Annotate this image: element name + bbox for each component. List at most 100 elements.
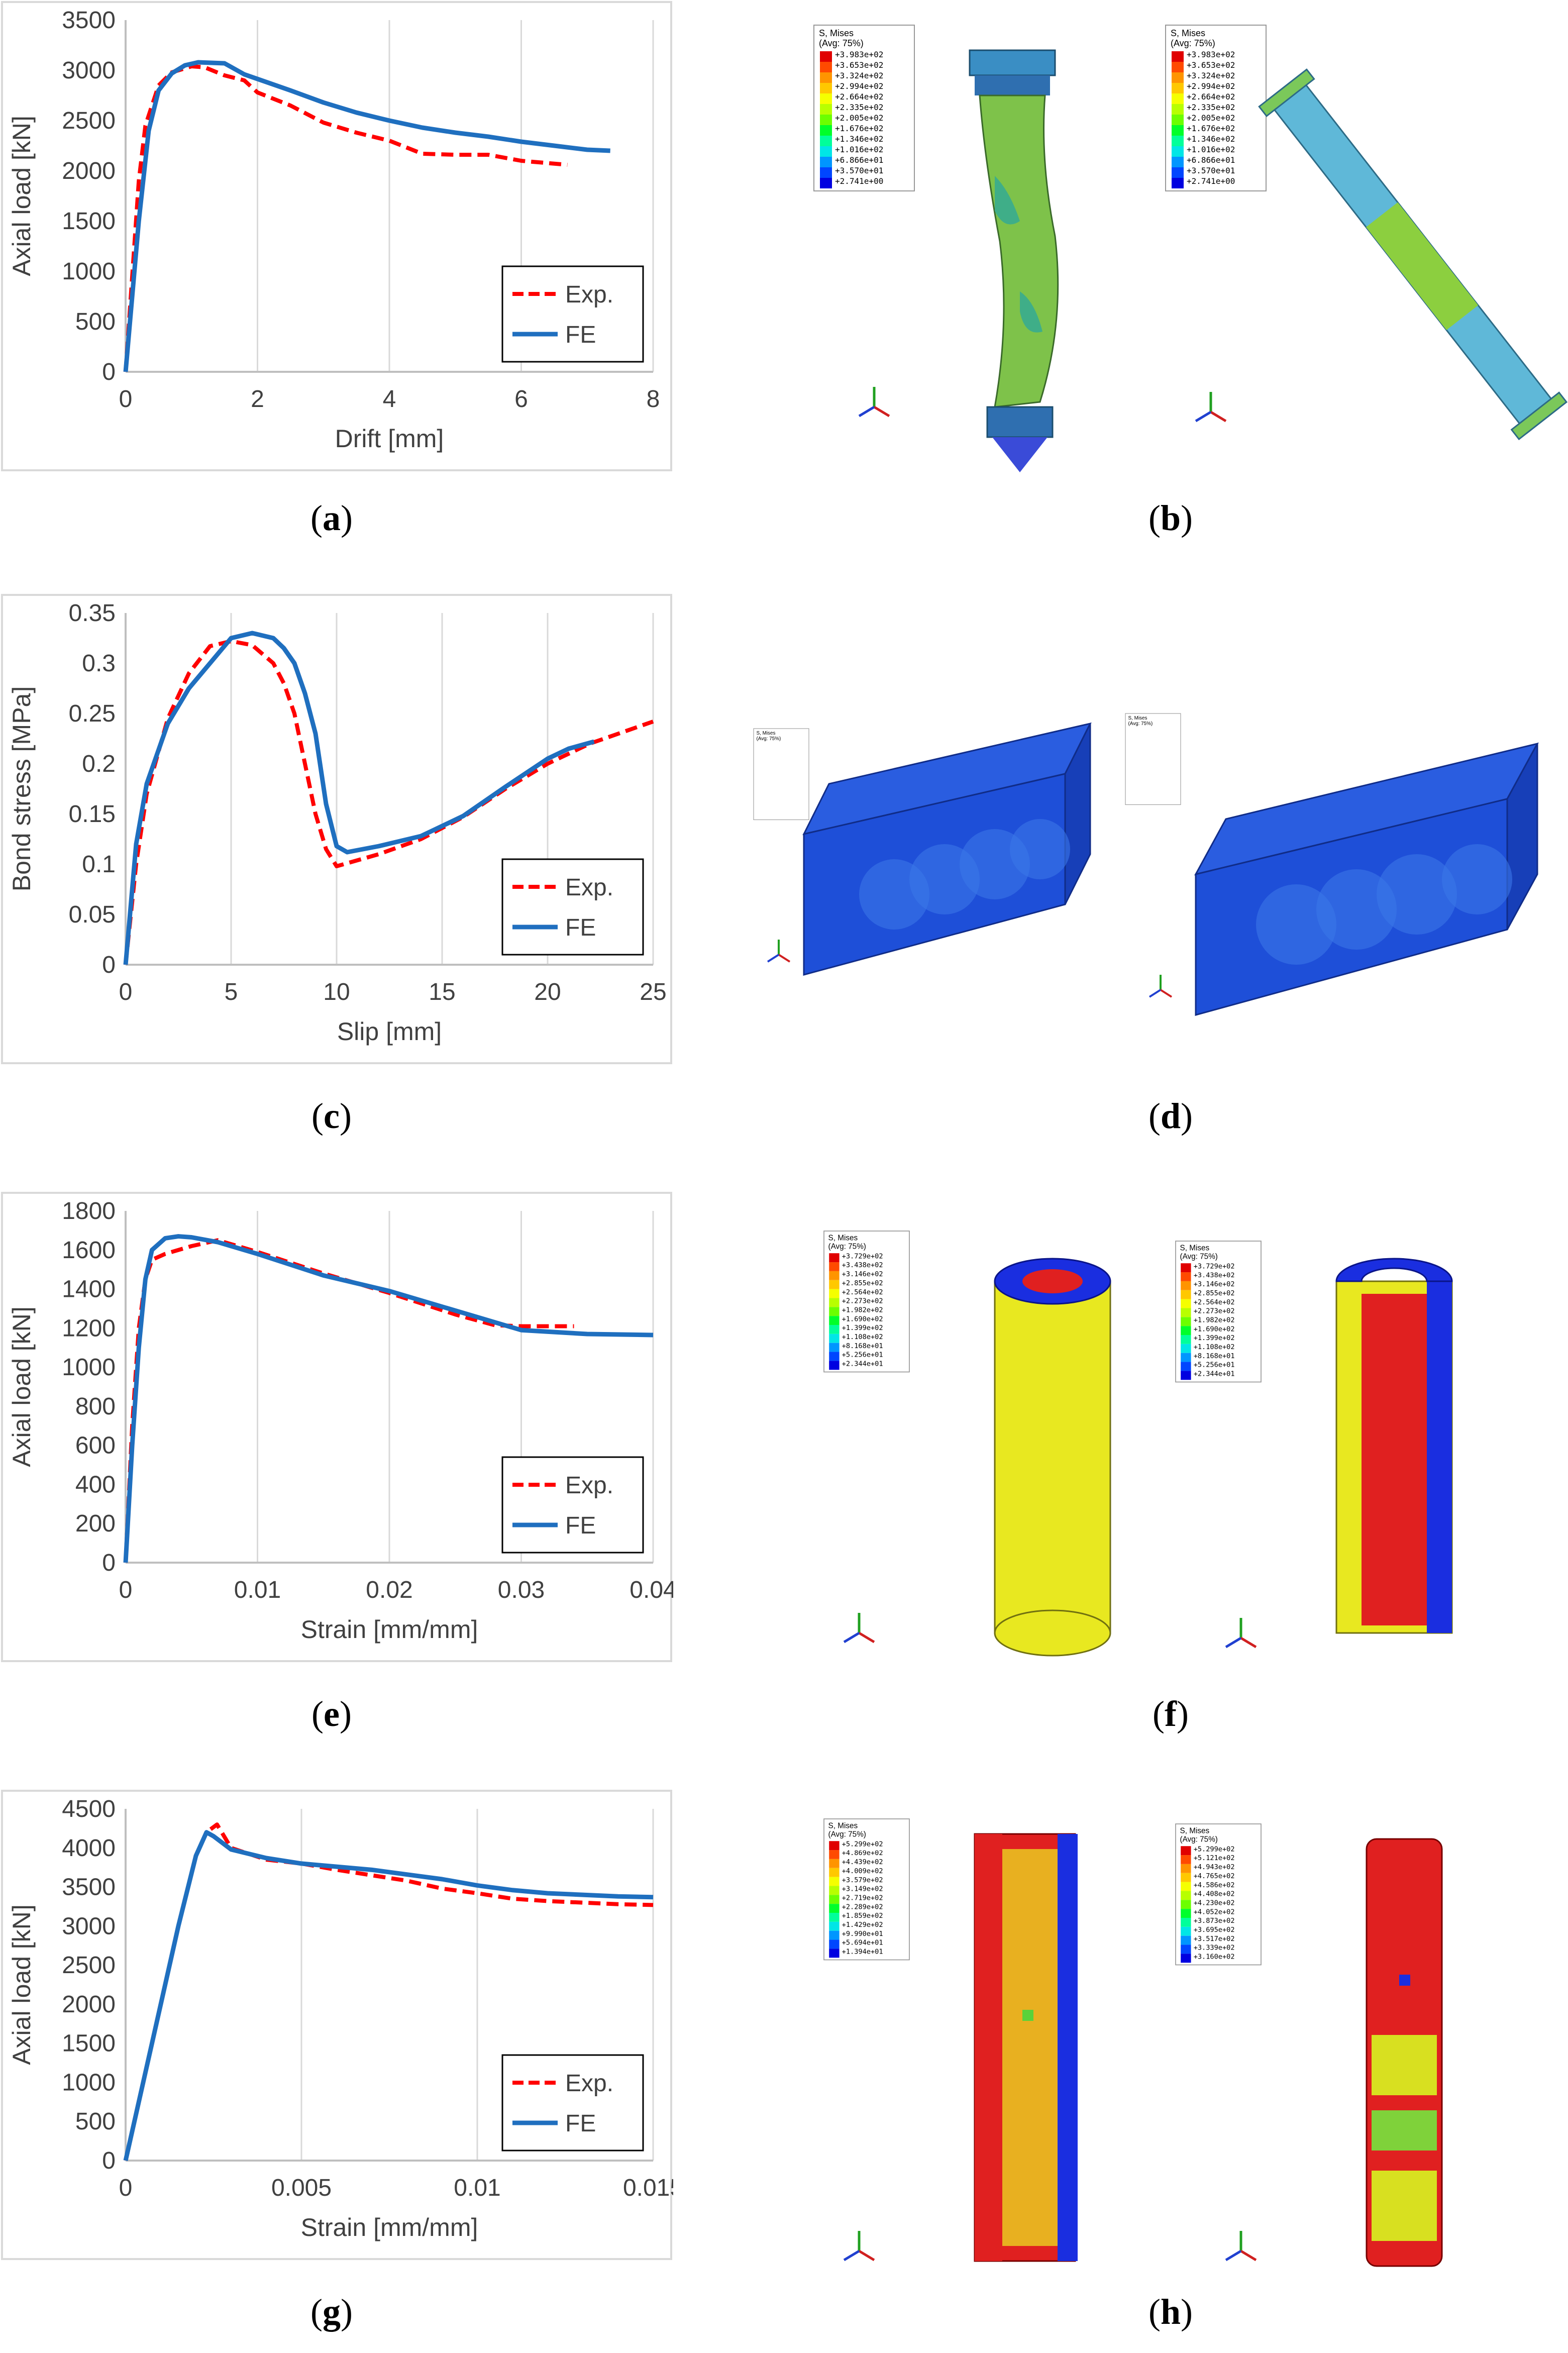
colorbar-swatch <box>820 178 832 188</box>
legend-box <box>501 1456 644 1554</box>
colorbar-title: S, Mises <box>757 731 776 736</box>
colorbar-swatch <box>829 1334 840 1343</box>
colorbar-value: +4.869e+02 <box>842 1849 883 1857</box>
x-axis-label: Drift [mm] <box>335 425 444 453</box>
x-tick-label: 15 <box>429 979 455 1005</box>
series-line-fe <box>123 631 595 965</box>
y-tick-label: 0.1 <box>82 851 116 878</box>
colorbar-subtitle: (Avg: 75%) <box>1180 1253 1218 1261</box>
colorbar-subtitle: (Avg: 75%) <box>1128 721 1153 727</box>
colorbar-swatch <box>1181 1891 1191 1900</box>
colorbar-value: +1.982e+02 <box>1194 1316 1235 1324</box>
colorbar-swatch <box>1181 1882 1191 1891</box>
colorbar-value: +1.346e+02 <box>1187 134 1235 144</box>
y-tick-label: 3000 <box>62 57 116 84</box>
colorbar-swatch <box>1181 1954 1191 1963</box>
x-tick-label: 4 <box>383 386 396 413</box>
colorbar-swatch <box>829 1271 840 1280</box>
colorbar-swatch <box>1172 72 1184 83</box>
colorbar-swatch <box>829 1307 840 1316</box>
axis-triad-d-left <box>767 940 791 963</box>
y-tick-label: 1500 <box>62 2030 116 2057</box>
colorbar-swatch <box>1181 1299 1191 1308</box>
colorbar-value: +3.873e+02 <box>1194 1917 1235 1925</box>
y-tick-label: 0 <box>102 1550 116 1576</box>
colorbar-swatch <box>829 1904 840 1913</box>
y-tick-label: 2500 <box>62 1952 116 1979</box>
column-model-b-left <box>969 49 1059 472</box>
colorbar-swatch <box>1181 1344 1191 1353</box>
tube-model-h-right <box>1366 1838 1443 2267</box>
colorbar-value: +3.653e+02 <box>835 60 883 70</box>
colorbar-swatch <box>1181 1864 1191 1873</box>
y-tick-label: 0.3 <box>82 650 116 677</box>
colorbar-subtitle: (Avg: 75%) <box>1180 1835 1218 1844</box>
bond-block-d-right <box>1194 742 1539 1016</box>
colorbar-swatch <box>820 104 832 115</box>
colorbar-swatch <box>1181 1371 1191 1380</box>
axis-triad-d-right <box>1148 975 1173 998</box>
x-tick-label: 0.005 <box>271 2175 332 2201</box>
axis-triad-f-left <box>843 1613 875 1644</box>
colorbar-subtitle: (Avg: 75%) <box>1171 38 1215 48</box>
colorbar-swatch <box>829 1262 840 1271</box>
y-tick-label: 3500 <box>62 1874 116 1901</box>
colorbar-swatch <box>829 1859 840 1868</box>
y-tick-label: 400 <box>75 1471 116 1498</box>
x-tick-label: 0.03 <box>498 1577 545 1603</box>
legend-label-fe: FE <box>565 322 596 348</box>
colorbar-swatch <box>1181 1281 1191 1290</box>
fe-b-svg: S, Mises(Avg: 75%)+3.983e+02+3.653e+02+3… <box>813 25 1568 472</box>
colorbar-value: +2.273e+02 <box>842 1297 883 1305</box>
colorbar-swatch <box>820 167 832 178</box>
legend-label-exp: Exp. <box>565 281 613 308</box>
x-tick-label: 0 <box>119 2175 133 2201</box>
colorbar-value: +4.052e+02 <box>1194 1908 1235 1916</box>
colorbar-value: +1.982e+02 <box>842 1306 883 1314</box>
tube-model-f-right <box>1335 1258 1453 1634</box>
colorbar-value: +3.438e+02 <box>1194 1271 1235 1279</box>
colorbar-swatch <box>820 51 832 62</box>
colorbar-swatch <box>820 72 832 83</box>
colorbar-swatch <box>1181 1918 1191 1927</box>
colorbar-swatch <box>829 1921 840 1931</box>
y-tick-label: 2500 <box>62 108 116 134</box>
colorbar-swatch <box>1181 1926 1191 1936</box>
y-tick-label: 1000 <box>62 1354 116 1381</box>
colorbar-subtitle: (Avg: 75%) <box>819 38 864 48</box>
y-tick-label: 0 <box>102 2147 116 2174</box>
colorbar-swatch <box>829 1289 840 1298</box>
colorbar-value: +4.586e+02 <box>1194 1881 1235 1889</box>
colorbar-swatch <box>1181 1317 1191 1326</box>
colorbar-frame <box>1125 713 1181 805</box>
colorbar-h-left: S, Mises(Avg: 75%)+5.299e+02+4.869e+02+4… <box>823 1818 910 1961</box>
panel-e-chart: 0 0.01 0.02 0.03 0.04 0 200 400 600 800 1000 1200 14… <box>0 1191 677 1663</box>
colorbar-swatch <box>1181 1326 1191 1335</box>
y-axis-label: Axial load [kN] <box>8 116 36 276</box>
colorbar-value: +2.994e+02 <box>835 81 883 91</box>
colorbar-value: +4.943e+02 <box>1194 1863 1235 1871</box>
chart-g-svg: 0 0.005 0.01 0.015 0 500 1000 1500 2000 2500 3000 3… <box>1 1790 683 2260</box>
colorbar-swatch <box>1181 1272 1191 1281</box>
colorbar-title: S, Mises <box>1180 1244 1210 1253</box>
colorbar-swatch <box>1181 1855 1191 1864</box>
colorbar-b-left: S, Mises(Avg: 75%)+3.983e+02+3.653e+02+3… <box>813 25 915 191</box>
series-line-fe <box>123 1830 654 2161</box>
y-tick-label: 2000 <box>62 158 116 184</box>
colorbar-swatch <box>1172 125 1184 136</box>
colorbar-value: +2.273e+02 <box>1194 1307 1235 1315</box>
colorbar-value: +9.990e+01 <box>842 1930 883 1938</box>
axis-triad-h-left <box>843 2231 875 2262</box>
y-tick-label: 1000 <box>62 258 116 285</box>
y-tick-label: 4500 <box>62 1796 116 1822</box>
colorbar-swatch <box>1181 1263 1191 1273</box>
colorbar-value: +1.676e+02 <box>1187 124 1235 133</box>
x-tick-label: 5 <box>225 979 238 1005</box>
colorbar-value: +3.160e+02 <box>1194 1953 1235 1961</box>
caption-f: (f) <box>1153 1694 1189 1734</box>
x-axis-label: Strain [mm/mm] <box>301 2213 478 2241</box>
colorbar-swatch <box>820 62 832 72</box>
colorbar-swatch <box>1181 1353 1191 1362</box>
colorbar-value: +2.335e+02 <box>1187 103 1235 112</box>
y-tick-label: 0.25 <box>69 700 116 727</box>
